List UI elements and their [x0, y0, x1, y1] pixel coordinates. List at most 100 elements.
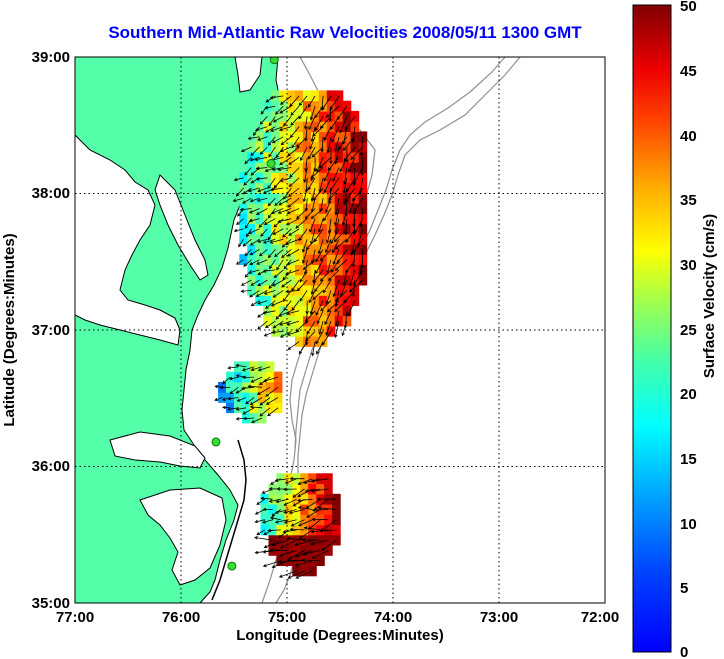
velocity-arrow: [317, 218, 324, 233]
velocity-arrow: [269, 238, 284, 244]
velocity-cell: [358, 223, 368, 235]
velocity-arrows: [214, 95, 365, 579]
velocity-arrow: [288, 509, 305, 515]
velocity-cell: [255, 131, 264, 143]
colorbar-tick-label: 35: [680, 192, 697, 209]
velocity-cell: [310, 325, 320, 337]
colorbar: [632, 4, 672, 653]
velocity-arrow: [321, 95, 332, 111]
velocity-arrow: [306, 509, 321, 518]
velocity-cell: [334, 254, 344, 265]
y-tick-label: 38:00: [32, 185, 70, 202]
plot-frame: [74, 56, 606, 604]
velocity-arrow: [270, 208, 284, 215]
velocity-cell: [326, 254, 336, 265]
velocity-cell: [279, 141, 288, 153]
velocity-arrow: [309, 136, 316, 150]
velocity-arrow: [316, 310, 324, 325]
velocity-cell: [318, 90, 328, 102]
velocity-cell: [324, 534, 333, 546]
velocity-arrow: [249, 249, 260, 256]
velocity-cell: [326, 182, 336, 194]
velocity-arrow: [254, 509, 265, 515]
velocity-cell: [295, 203, 304, 214]
velocity-arrow: [316, 157, 324, 173]
velocity-cell: [276, 493, 285, 505]
velocity-arrow: [296, 136, 308, 148]
velocity-arrow: [257, 300, 268, 305]
radar-site-marker: [211, 437, 221, 447]
velocity-cell: [318, 151, 328, 163]
velocity-arrow: [255, 166, 268, 171]
velocity-arrow: [268, 146, 276, 158]
velocity-arrow: [267, 407, 279, 417]
velocity-arrow: [263, 539, 281, 549]
velocity-arrow: [311, 146, 324, 158]
velocity-arrow: [249, 397, 263, 406]
velocity-cell: [263, 295, 272, 306]
velocity-cell: [350, 264, 360, 276]
velocity-cell: [342, 285, 352, 296]
velocity-arrow: [242, 416, 255, 421]
velocity-arrow: [327, 218, 332, 235]
velocity-arrow: [329, 146, 333, 165]
velocity-arrow: [249, 259, 260, 266]
velocity-arrow: [227, 365, 239, 370]
velocity-cell: [300, 514, 309, 526]
velocity-arrow: [292, 488, 305, 498]
velocity-arrow: [336, 105, 348, 121]
velocity-arrow: [232, 197, 244, 203]
velocity-cell: [295, 131, 304, 143]
velocity-cell: [271, 131, 280, 143]
velocity-arrow: [320, 136, 324, 153]
colorbar-tick-label: 5: [680, 580, 688, 597]
velocity-cell: [271, 223, 280, 235]
velocity-arrow: [291, 279, 300, 292]
colorbar-tick-label: 0: [680, 644, 688, 659]
velocity-cell: [334, 90, 344, 102]
velocity-cell: [350, 121, 360, 132]
velocity-cell: [287, 90, 296, 102]
velocity-arrow: [288, 228, 300, 236]
velocity-cell: [300, 565, 309, 577]
velocity-arrow: [250, 177, 260, 184]
velocity-arrow: [347, 300, 356, 317]
velocity-arrow: [265, 397, 279, 405]
colorbar-label: Surface Velocity (cm/s): [701, 214, 718, 378]
velocity-arrow: [313, 498, 329, 511]
velocity-arrow: [272, 320, 284, 329]
velocity-cell: [350, 110, 360, 122]
velocity-arrow: [233, 177, 244, 182]
velocity-arrow: [279, 550, 297, 557]
velocity-cell: [332, 534, 341, 546]
y-tick-label: 35:00: [32, 595, 70, 612]
colorbar-tick-label: 50: [680, 0, 697, 15]
velocity-arrow: [311, 249, 316, 265]
x-tick-label: 76:00: [162, 609, 200, 626]
velocity-arrow: [359, 136, 364, 157]
velocity-arrow: [279, 105, 292, 114]
velocity-cell: [247, 223, 256, 235]
velocity-cell: [249, 402, 259, 414]
velocity-arrow: [329, 95, 340, 111]
velocity-arrow: [353, 197, 364, 215]
velocity-arrow: [256, 197, 268, 202]
velocity-arrow: [247, 136, 260, 140]
velocity-cell: [279, 285, 288, 296]
velocity-arrow: [305, 498, 321, 509]
velocity-cell: [242, 412, 251, 424]
velocity-arrow: [288, 156, 300, 165]
velocity-arrow: [262, 310, 276, 315]
velocity-arrow: [278, 197, 292, 206]
velocity-cell: [263, 223, 272, 235]
velocity-cell: [342, 233, 352, 245]
velocity-cell: [318, 131, 328, 143]
velocity-cell: [310, 203, 320, 214]
velocity-cell: [271, 295, 280, 306]
velocity-arrow: [248, 218, 260, 223]
velocity-arrow: [282, 529, 297, 534]
velocity-arrow: [298, 105, 308, 120]
velocity-cell: [295, 141, 304, 153]
velocity-cell: [273, 402, 283, 414]
velocity-arrow: [320, 300, 332, 312]
